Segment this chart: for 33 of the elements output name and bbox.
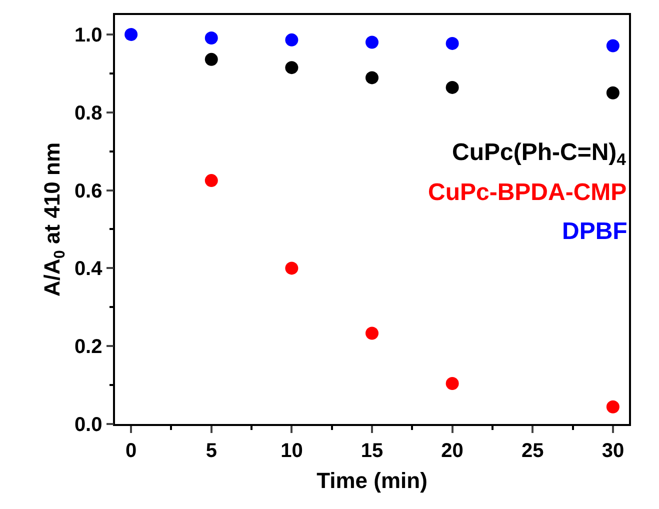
y-tick-label: 0.2 — [74, 336, 102, 358]
x-axis-title: Time (min) — [316, 468, 428, 494]
y-tick-label: 0.4 — [74, 258, 104, 280]
point — [606, 400, 620, 414]
point — [285, 33, 298, 46]
x-tick-label: 5 — [206, 440, 217, 462]
point — [606, 39, 620, 52]
point — [204, 31, 218, 44]
x-tick-label: 15 — [360, 440, 384, 462]
point — [204, 52, 218, 66]
text: DPBF — [562, 218, 628, 245]
point — [366, 36, 378, 49]
point — [366, 71, 378, 84]
point — [446, 376, 459, 390]
point — [606, 86, 620, 100]
point — [366, 326, 378, 340]
x-tick-label: 20 — [441, 440, 464, 462]
point — [446, 36, 459, 50]
series-label: CuPc(Ph-C=N)$_{4}$ — [452, 139, 627, 170]
x-tick-label: 0 — [125, 440, 137, 462]
y-tick-label: 0.0 — [74, 414, 102, 436]
text: CuPc-BPDA-CMP — [428, 179, 627, 206]
x-tick-label: 10 — [280, 440, 303, 462]
point — [204, 174, 218, 188]
x-tick-label: 25 — [522, 440, 544, 462]
y-tick-label: 1.0 — [74, 24, 102, 46]
y-tick-label: 0.8 — [74, 102, 102, 124]
point — [285, 61, 298, 74]
point — [446, 80, 459, 94]
y-tick-label: 0.6 — [74, 180, 102, 202]
point — [124, 28, 138, 41]
x-tick-label: 30 — [602, 440, 624, 462]
point — [285, 262, 298, 275]
